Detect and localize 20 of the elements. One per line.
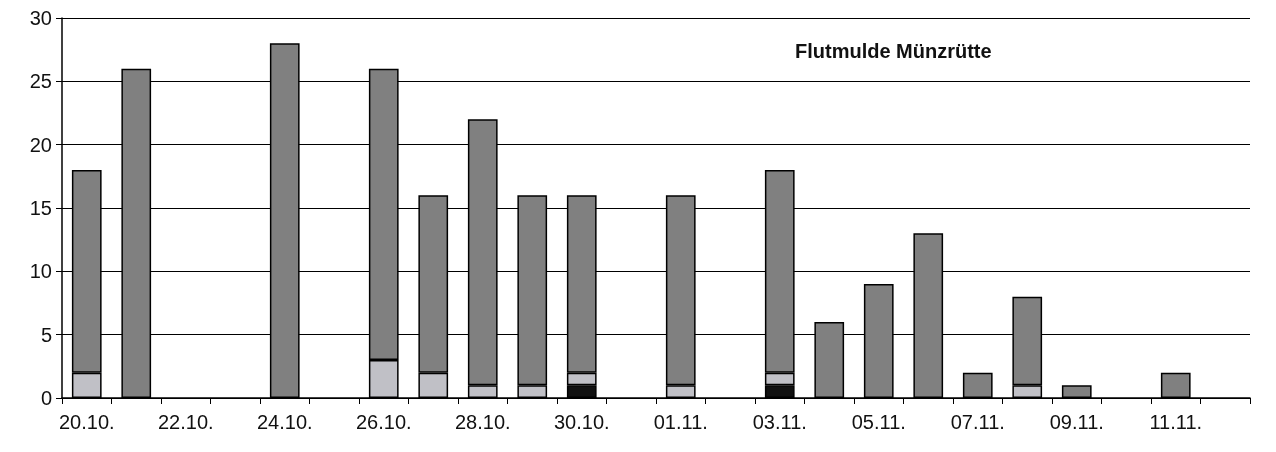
x-tick-label: 05.11.: [851, 411, 906, 433]
x-tick-label: 07.11.: [950, 411, 1005, 433]
y-tick-label: 30: [29, 7, 52, 29]
y-tick-label: 10: [29, 260, 52, 283]
x-tick-label: 26.10.: [355, 411, 412, 433]
x-tick-label: 01.11.: [653, 411, 708, 433]
x-tick-label: 30.10.: [553, 411, 610, 433]
x-tick-label: 11.11.: [1149, 411, 1203, 433]
x-tick-label: 24.10.: [256, 411, 313, 433]
y-tick-label: 5: [40, 323, 52, 346]
y-tick-label: 25: [29, 70, 52, 93]
x-tick-label: 09.11.: [1049, 411, 1104, 433]
y-tick-label: 15: [29, 197, 52, 219]
x-tick-label: 22.10.: [157, 411, 214, 433]
x-tick-label: 28.10.: [454, 411, 511, 433]
y-tick-label: 20: [29, 133, 52, 156]
text: Flutmulde Münzrütte: [795, 40, 992, 62]
y-tick-label: 0: [40, 387, 52, 409]
x-tick-label: 03.11.: [752, 411, 807, 433]
x-tick-label: 20.10.: [58, 411, 115, 433]
